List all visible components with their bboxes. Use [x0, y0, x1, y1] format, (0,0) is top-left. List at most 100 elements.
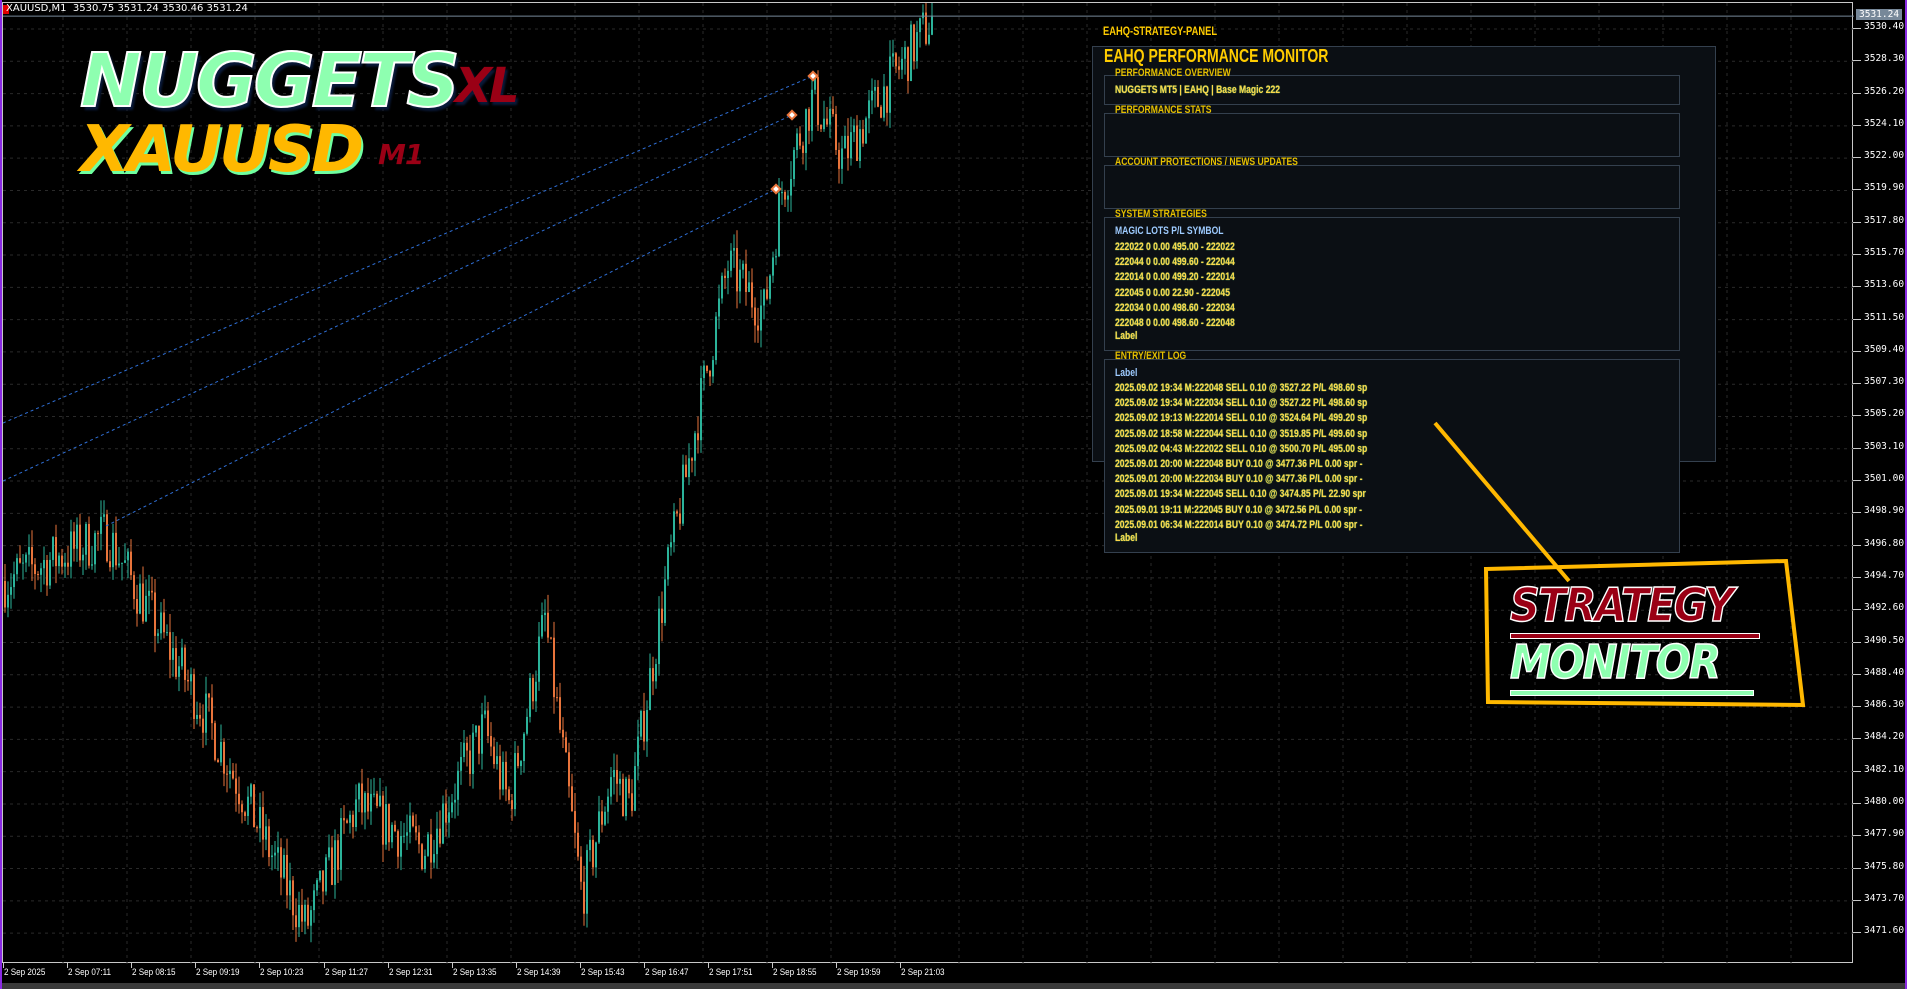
price-tick [1853, 221, 1861, 223]
candle-body [151, 590, 153, 593]
candle-body [67, 562, 69, 567]
strategies-title: SYSTEM STRATEGIES [1115, 208, 1207, 220]
candle-body [367, 793, 369, 812]
candle-body [814, 77, 816, 90]
candle-body [352, 814, 354, 828]
candle-body [340, 818, 342, 870]
candle-body [418, 832, 420, 845]
candle-body [844, 135, 846, 149]
candle-body [223, 741, 225, 774]
candle-body [424, 855, 426, 870]
price-tick [1853, 673, 1861, 675]
candle-body [847, 135, 849, 159]
candle-body [109, 561, 111, 568]
candle-body [535, 681, 537, 702]
price-tick [1853, 254, 1861, 256]
strategy-row: 222034 0 0.00 498.60 - 222034 [1115, 301, 1235, 314]
candle-body [202, 718, 204, 733]
candle-body [34, 564, 36, 574]
candle-body [760, 305, 762, 331]
price-label: 3498.90 [1864, 505, 1905, 517]
protections-section [1104, 165, 1680, 209]
candle-body [835, 114, 837, 150]
candle-body [4, 581, 6, 608]
candle-body [517, 753, 519, 767]
candle-body [241, 804, 243, 813]
candle-body [148, 590, 150, 596]
candle-body [313, 890, 315, 911]
log-row: 2025.09.02 19:34 M:222048 SELL 0.10 @ 35… [1115, 382, 1368, 394]
candle-body [115, 532, 117, 566]
candle-body [790, 179, 792, 196]
price-label: 3494.70 [1864, 569, 1905, 581]
candle-body [370, 793, 372, 812]
candle-body [931, 15, 933, 35]
candle-body [913, 24, 915, 62]
time-tick [323, 963, 325, 968]
candle-body [553, 637, 555, 698]
logo-timeframe: M1 [378, 138, 424, 171]
price-label: 3526.20 [1864, 85, 1905, 97]
price-tick [1853, 318, 1861, 320]
callout-box [1483, 558, 1806, 708]
candle-body [679, 513, 681, 524]
price-tick [1853, 802, 1861, 804]
candle-body [901, 58, 903, 70]
price-label: 3511.50 [1864, 311, 1905, 323]
candle-body [868, 100, 870, 119]
candle-body [136, 599, 138, 614]
candle-body [154, 592, 156, 636]
candle-body [736, 248, 738, 292]
candle-body [640, 710, 642, 737]
panel-heading: EAHQ PERFORMANCE MONITOR [1104, 46, 1329, 66]
candle-body [304, 904, 306, 922]
candle-body [448, 812, 450, 823]
candle-body [217, 759, 219, 763]
candle-body [685, 464, 687, 478]
candle-body [226, 773, 228, 775]
price-label: 3471.60 [1864, 925, 1905, 937]
candle-body [394, 824, 396, 832]
price-tick [1853, 92, 1861, 94]
candle-body [130, 551, 132, 576]
candle-body [358, 783, 360, 800]
candle-body [277, 847, 279, 853]
candle-body [547, 612, 549, 638]
candle-body [193, 674, 195, 719]
candle-body [631, 793, 633, 811]
candle-body [337, 840, 339, 870]
bottom-scrollbar[interactable] [2, 983, 1905, 989]
chart-area[interactable] [2, 2, 1854, 964]
protections-title: ACCOUNT PROTECTIONS / NEWS UPDATES [1115, 156, 1298, 168]
strategies-header: MAGIC LOTS P/L SYMBOL [1115, 225, 1224, 237]
candle-body [388, 804, 390, 843]
candle-body [268, 826, 270, 858]
price-tick [1853, 835, 1861, 837]
candle-body [511, 800, 513, 810]
candle-body [361, 783, 363, 813]
candle-body [43, 560, 45, 569]
strategy-row: 222044 0 0.00 499.60 - 222044 [1115, 256, 1235, 269]
candle-body [295, 915, 297, 928]
price-chart[interactable] [3, 3, 1854, 964]
candle-body [712, 360, 714, 377]
candle-body [781, 191, 783, 194]
candle-body [820, 124, 822, 130]
candle-body [562, 729, 564, 738]
candle-body [112, 532, 114, 568]
price-label: 3503.10 [1864, 440, 1905, 452]
price-label: 3509.40 [1864, 343, 1905, 355]
candle-body [412, 815, 414, 827]
candle-body [787, 195, 789, 200]
candle-body [514, 753, 516, 810]
candle-body [709, 370, 711, 377]
candle-body [346, 820, 348, 823]
overview-title: PERFORMANCE OVERVIEW [1115, 67, 1231, 79]
candle-body [895, 53, 897, 67]
candle-body [544, 612, 546, 616]
candle-body [721, 275, 723, 299]
candle-body [496, 756, 498, 765]
log-title: ENTRY/EXIT LOG [1115, 350, 1187, 362]
candle-body [910, 24, 912, 82]
price-tick [1853, 867, 1861, 869]
